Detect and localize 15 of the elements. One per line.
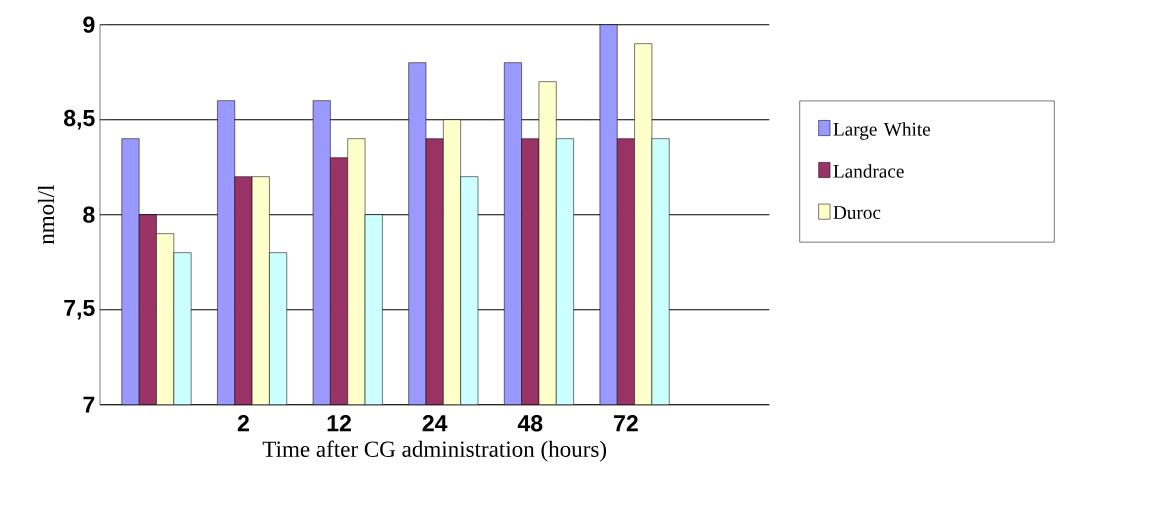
x-tick-label: 48 bbox=[517, 415, 543, 432]
x-tick-label: 12 bbox=[327, 415, 351, 432]
y-tick-label: 8 bbox=[83, 206, 95, 223]
y-tick-label: 7,5 bbox=[64, 299, 95, 320]
y-tick-label: 9 bbox=[83, 16, 95, 33]
y-tick-label: 8,5 bbox=[63, 109, 95, 130]
legend-label: Large White bbox=[833, 122, 931, 140]
x-tick-label: 72 bbox=[614, 415, 638, 432]
legend-label: Duroc bbox=[833, 206, 881, 219]
y-axis-title: nmol/l bbox=[37, 185, 55, 245]
y-tick-label: 7 bbox=[83, 396, 95, 413]
legend-label: Landrace bbox=[833, 164, 904, 178]
x-tick-label: 2 bbox=[237, 415, 249, 432]
x-axis-title: Time after CG administration (hours) bbox=[262, 440, 607, 462]
x-tick-label: 24 bbox=[422, 415, 448, 432]
